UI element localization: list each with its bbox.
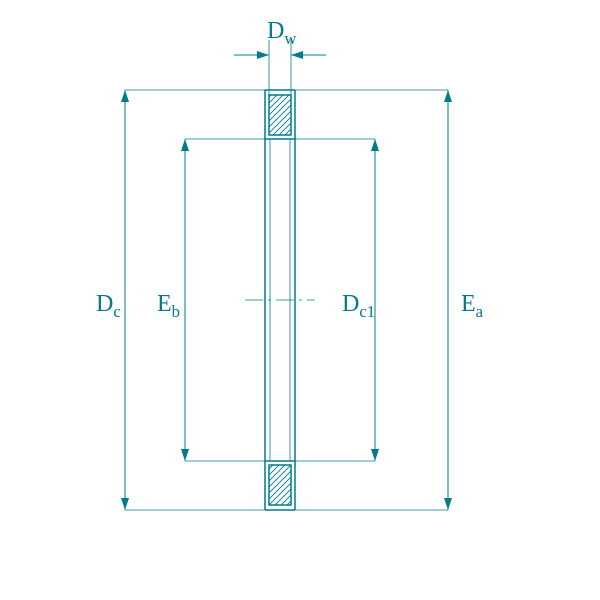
label-dc-sub: c — [113, 302, 120, 321]
label-dc: Dc — [96, 291, 121, 322]
label-dc1-sub: c1 — [359, 302, 375, 321]
label-eb-sub: b — [172, 302, 180, 321]
label-dw-sub: w — [284, 29, 296, 48]
label-ea-main: E — [461, 291, 476, 317]
label-dc1-main: D — [342, 291, 359, 317]
label-dw-main: D — [267, 18, 284, 44]
label-eb: Eb — [157, 291, 180, 322]
label-dw: Dw — [267, 18, 296, 49]
label-ea-sub: a — [476, 302, 483, 321]
label-ea: Ea — [461, 291, 483, 322]
label-dc-main: D — [96, 291, 113, 317]
label-eb-main: E — [157, 291, 172, 317]
bearing-cross-section-diagram — [0, 0, 600, 600]
label-dc1: Dc1 — [342, 291, 375, 322]
